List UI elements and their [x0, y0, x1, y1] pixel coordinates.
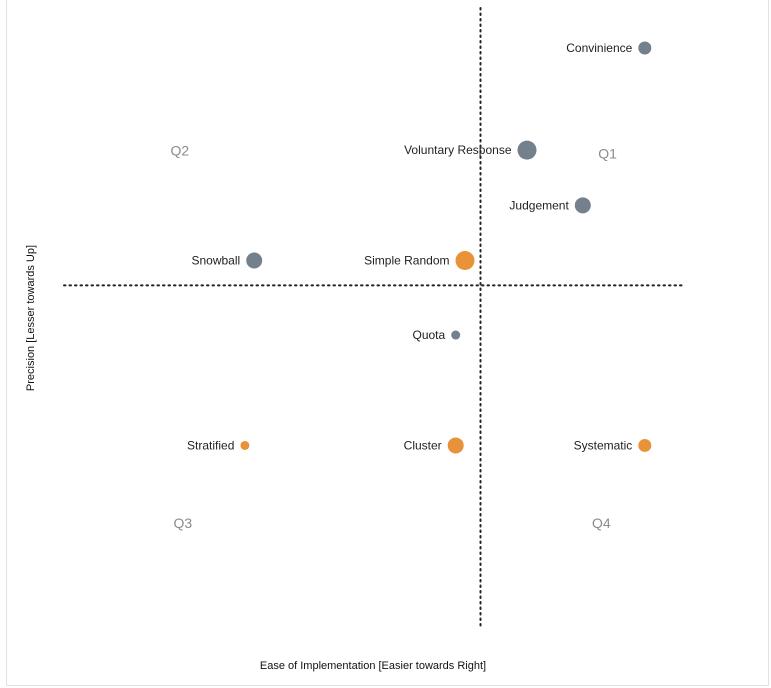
- quadrant-label-q2: Q2: [170, 143, 189, 159]
- point-snowball[interactable]: [246, 252, 263, 269]
- point-label-judgement: Judgement: [509, 198, 569, 212]
- point-quota[interactable]: [451, 330, 461, 340]
- point-label-cluster: Cluster: [404, 438, 442, 452]
- point-stratified[interactable]: [240, 440, 250, 450]
- point-label-simple-random: Simple Random: [364, 254, 449, 268]
- point-cluster[interactable]: [447, 437, 464, 454]
- chart-frame: [6, 0, 769, 686]
- point-convinience[interactable]: [638, 41, 652, 55]
- point-label-snowball: Snowball: [191, 254, 240, 268]
- point-label-voluntary-response: Voluntary Response: [404, 143, 512, 157]
- x-axis-title: Ease of Implementation [Easier towards R…: [260, 660, 486, 672]
- point-voluntary-response[interactable]: [517, 140, 537, 160]
- quadrant-label-q4: Q4: [592, 515, 611, 531]
- point-label-stratified: Stratified: [187, 438, 234, 452]
- y-axis-title: Precision [Lesser towards Up]: [25, 245, 37, 391]
- point-simple-random[interactable]: [455, 251, 475, 271]
- point-judgement[interactable]: [574, 197, 591, 214]
- point-label-systematic: Systematic: [574, 438, 633, 452]
- quadrant-label-q3: Q3: [174, 515, 193, 531]
- point-label-quota: Quota: [412, 328, 445, 342]
- point-label-convinience: Convinience: [566, 41, 632, 55]
- quadrant-label-q1: Q1: [598, 145, 617, 161]
- point-systematic[interactable]: [638, 438, 652, 452]
